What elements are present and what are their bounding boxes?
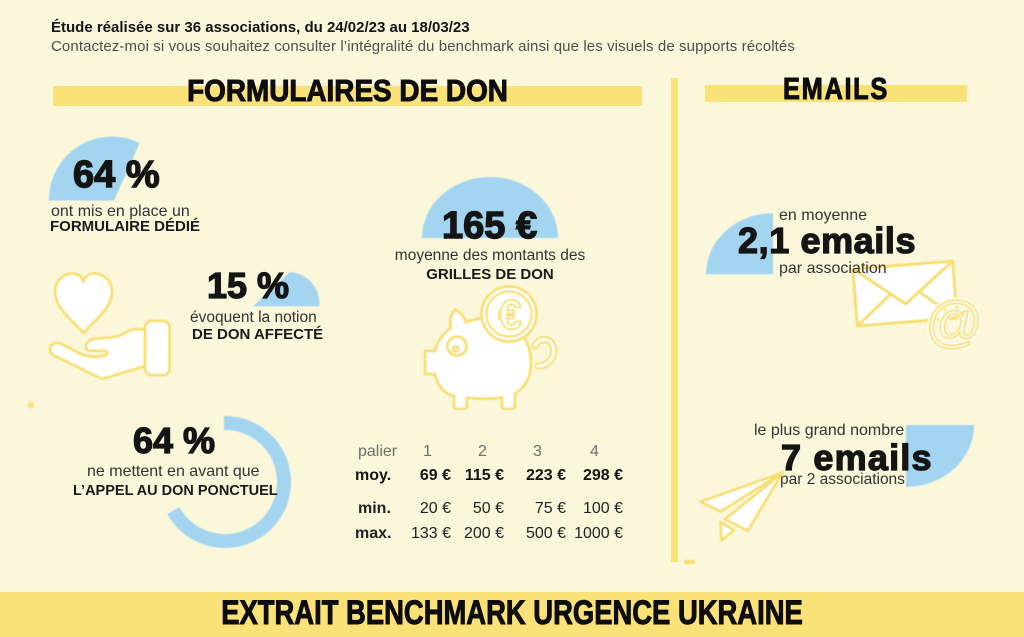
svg-text:@: @ [925,290,983,354]
svg-text:@: @ [925,290,983,354]
svg-text:€: € [498,291,521,338]
